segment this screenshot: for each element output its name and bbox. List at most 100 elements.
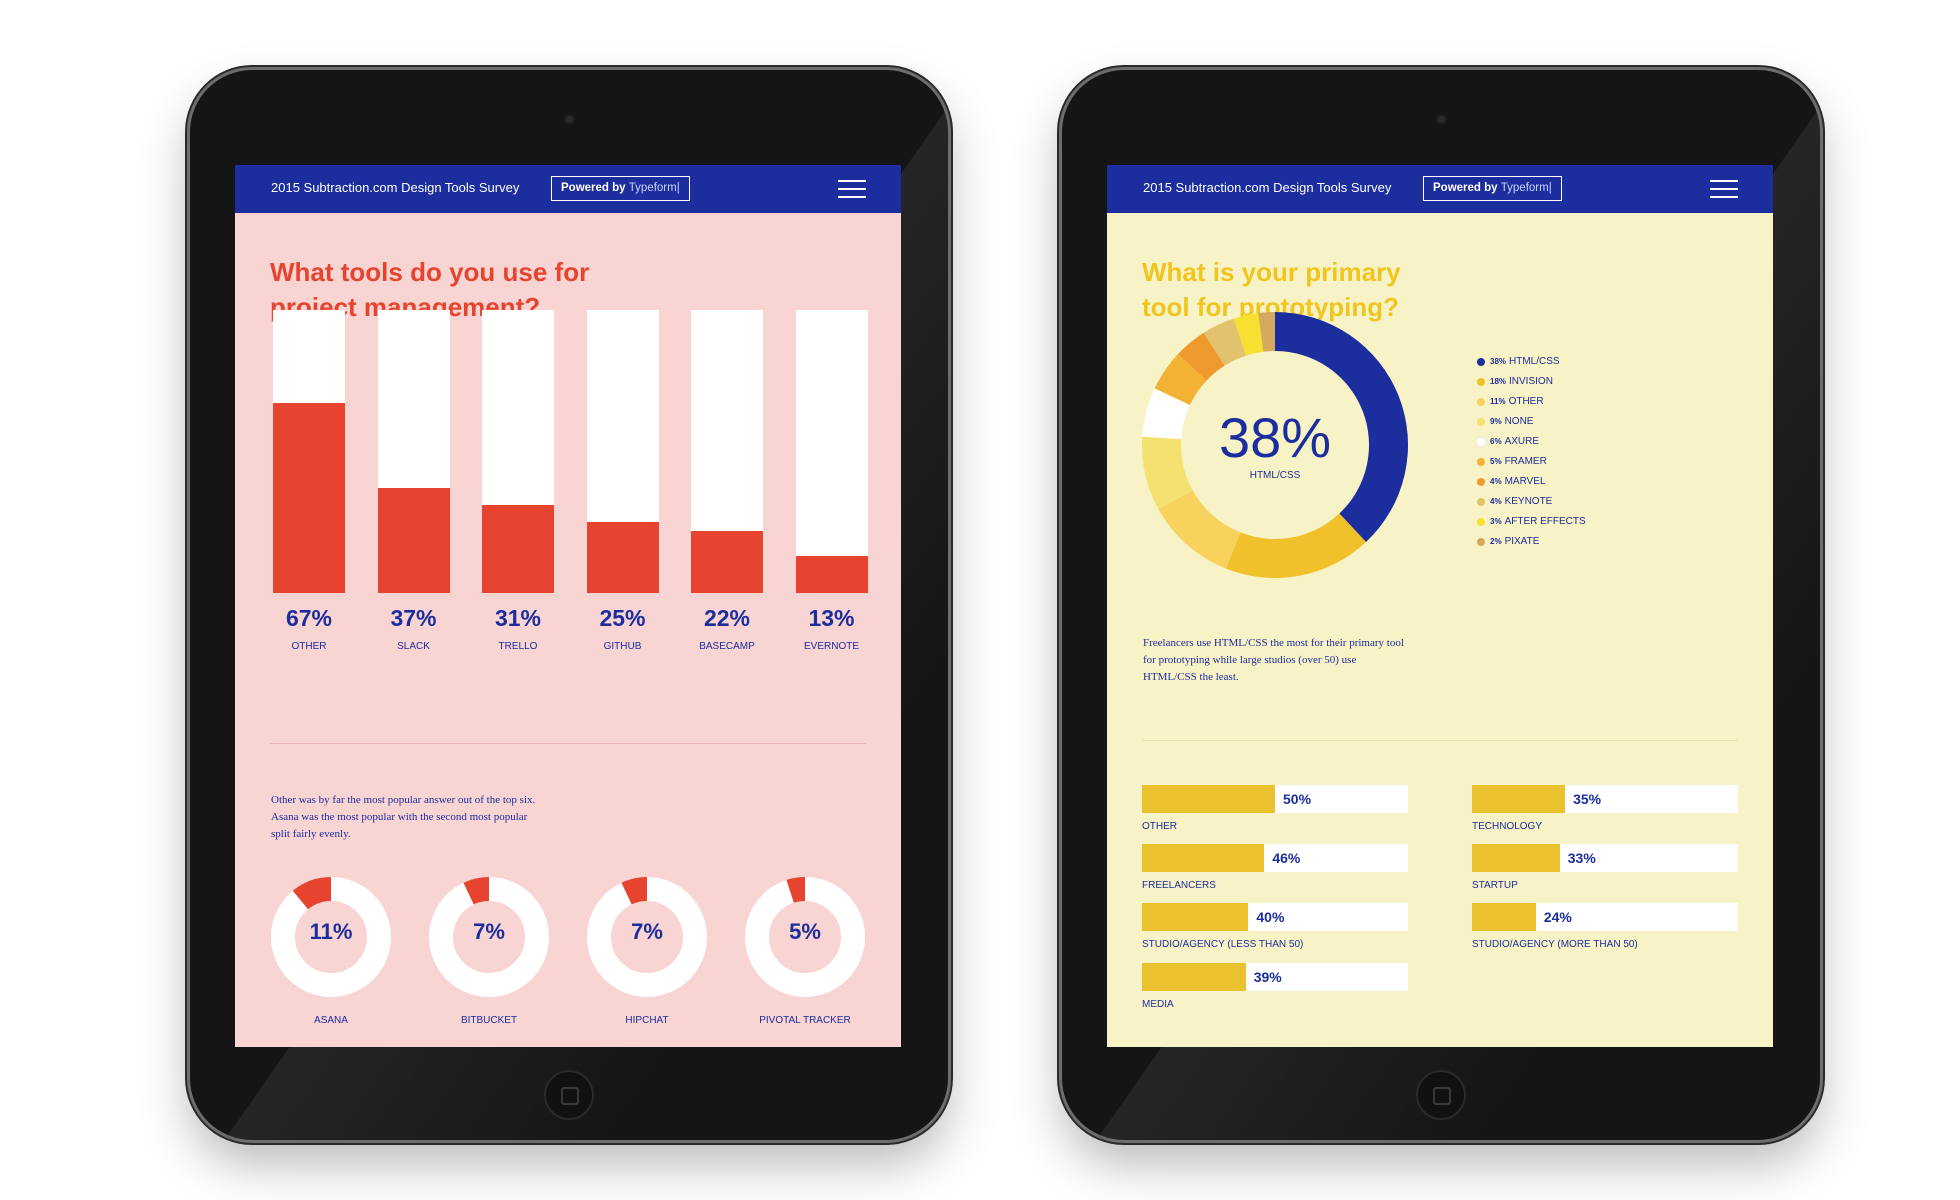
donut-segment (621, 877, 647, 905)
legend-label: PIXATE (1504, 536, 1540, 547)
bar-other (273, 310, 345, 593)
donut-category-label: HIPCHAT (625, 1015, 669, 1026)
bar-category-label: SLACK (397, 641, 430, 652)
hbar-value-label: 40% (1256, 909, 1285, 925)
question-line-1: What tools do you use for (270, 257, 590, 287)
bar-value-label: 22% (703, 605, 751, 631)
hbar-value-label: 39% (1253, 969, 1282, 985)
donut-slice-framer (1154, 353, 1207, 405)
hbar-fill (1472, 903, 1536, 931)
legend-swatch (1477, 498, 1485, 506)
survey-title: 2015 Subtraction.com Design Tools Survey (1143, 180, 1392, 195)
hbar-value-label: 46% (1272, 850, 1301, 866)
hbar-fill (1142, 903, 1249, 931)
bar-fill-github (586, 522, 659, 593)
legend-value: 11% (1490, 397, 1506, 406)
hbar-fill (1142, 785, 1275, 813)
legend-item: 2% PIXATE (1477, 532, 1586, 552)
bar-category-label: OTHER (291, 641, 327, 652)
legend-item: 4% KEYNOTE (1477, 492, 1586, 512)
legend-item: 5% FRAMER (1477, 452, 1586, 472)
bar-fill-slack (377, 488, 450, 593)
hamburger-menu-icon[interactable] (838, 180, 866, 198)
donut-svg (429, 877, 549, 997)
question-title: What tools do you use for project manage… (270, 255, 630, 325)
bar-category-label: BASECAMP (699, 641, 755, 652)
hbar-startup: 33% (1472, 844, 1738, 872)
donut-pivotal-tracker: 5% (745, 877, 865, 997)
donut-center-value: 38% (1218, 406, 1332, 469)
donut-segment (292, 877, 331, 910)
home-button[interactable] (546, 1072, 592, 1118)
legend-label: HTML/CSS (1509, 356, 1560, 367)
top-bar: 2015 Subtraction.com Design Tools Survey… (235, 165, 901, 213)
legend-value: 9% (1490, 417, 1502, 426)
home-button[interactable] (1418, 1072, 1464, 1118)
bar-value-label: 37% (390, 605, 437, 631)
bar-category-label: EVERNOTE (803, 641, 859, 652)
donut-slice-pixate (1258, 312, 1275, 352)
powered-by-typeform-link[interactable]: Powered by Typeform| (1423, 176, 1562, 201)
legend-swatch (1477, 538, 1485, 546)
hbar-category-label: TECHNOLOGY (1472, 821, 1543, 832)
divider (270, 743, 866, 744)
legend-value: 3% (1490, 517, 1502, 526)
hbar-value-label: 35% (1573, 791, 1602, 807)
bar-slack (377, 310, 450, 593)
donut-value-label: 7% (631, 919, 663, 944)
hbar-studio-agency-less-than-: 40% (1142, 903, 1408, 931)
donut-slice-invision (1226, 513, 1367, 578)
hbar-value-label: 33% (1567, 850, 1596, 866)
legend-label: MARVEL (1504, 476, 1546, 487)
legend-swatch (1477, 458, 1485, 466)
donut-svg (745, 877, 865, 997)
screen-project-management: 2015 Subtraction.com Design Tools Survey… (235, 165, 901, 1047)
legend-value: 38% (1490, 357, 1507, 366)
powered-by-typeform-link[interactable]: Powered by Typeform| (551, 176, 690, 201)
tablet-right: 2015 Subtraction.com Design Tools Survey… (1062, 70, 1820, 1140)
summary-note: Other was by far the most popular answer… (271, 794, 536, 840)
donut-value-label: 5% (789, 919, 821, 944)
hbar-category-label: STARTUP (1472, 880, 1518, 891)
legend: 38% HTML/CSS 18% INVISION 11% OTHER 9% NONE 6% AX… (1477, 352, 1586, 552)
divider (1142, 740, 1738, 741)
donut-slice-marvel (1178, 332, 1225, 381)
powered-by-label: Powered by (561, 182, 626, 194)
hbar-fill (1472, 844, 1560, 872)
legend-label: NONE (1504, 416, 1534, 427)
typeform-brand: Typeform| (1500, 182, 1552, 194)
question-title: What is your primary tool for prototypin… (1142, 255, 1502, 325)
legend-swatch (1477, 438, 1485, 446)
hbar-fill (1142, 844, 1265, 872)
hamburger-menu-icon[interactable] (1710, 180, 1738, 198)
donut-category-label: PIVOTAL TRACKER (759, 1015, 851, 1026)
hbar-freelancers: 46% (1142, 844, 1408, 872)
donut-category-label: ASANA (314, 1015, 348, 1026)
donut-slice-axure (1142, 388, 1190, 440)
hbar-category-label: STUDIO/AGENCY (MORE THAN 50) (1472, 939, 1638, 950)
legend-label: OTHER (1508, 396, 1544, 407)
tablet-left: 2015 Subtraction.com Design Tools Survey… (190, 70, 948, 1140)
legend-item: 6% AXURE (1477, 432, 1586, 452)
legend-value: 18% (1490, 377, 1507, 386)
legend-swatch (1477, 478, 1485, 486)
donut-slice-html-css (1275, 312, 1408, 542)
hbar-value-label: 24% (1543, 909, 1572, 925)
donut-segment (786, 877, 805, 903)
top-bar: 2015 Subtraction.com Design Tools Survey… (1107, 165, 1773, 213)
donut-asana: 11% (271, 877, 391, 997)
bar-github (586, 310, 659, 593)
hbar-studio-agency-more-than-: 24% (1472, 903, 1738, 931)
hbar-value-label: 50% (1283, 791, 1312, 807)
typeform-brand: Typeform| (628, 182, 680, 194)
donut-hipchat: 7% (587, 877, 707, 997)
bar-value-label: 13% (808, 605, 855, 631)
bar-category-label: GITHUB (603, 641, 642, 652)
donut-segment (463, 877, 489, 905)
legend-label: INVISION (1509, 376, 1553, 387)
bar-value-label: 67% (285, 605, 333, 631)
legend-item: 3% AFTER EFFECTS (1477, 512, 1586, 532)
donut-slice-after-effects (1233, 313, 1264, 356)
donut-center-label: HTML/CSS (1249, 470, 1301, 481)
legend-item: 4% MARVEL (1477, 472, 1586, 492)
